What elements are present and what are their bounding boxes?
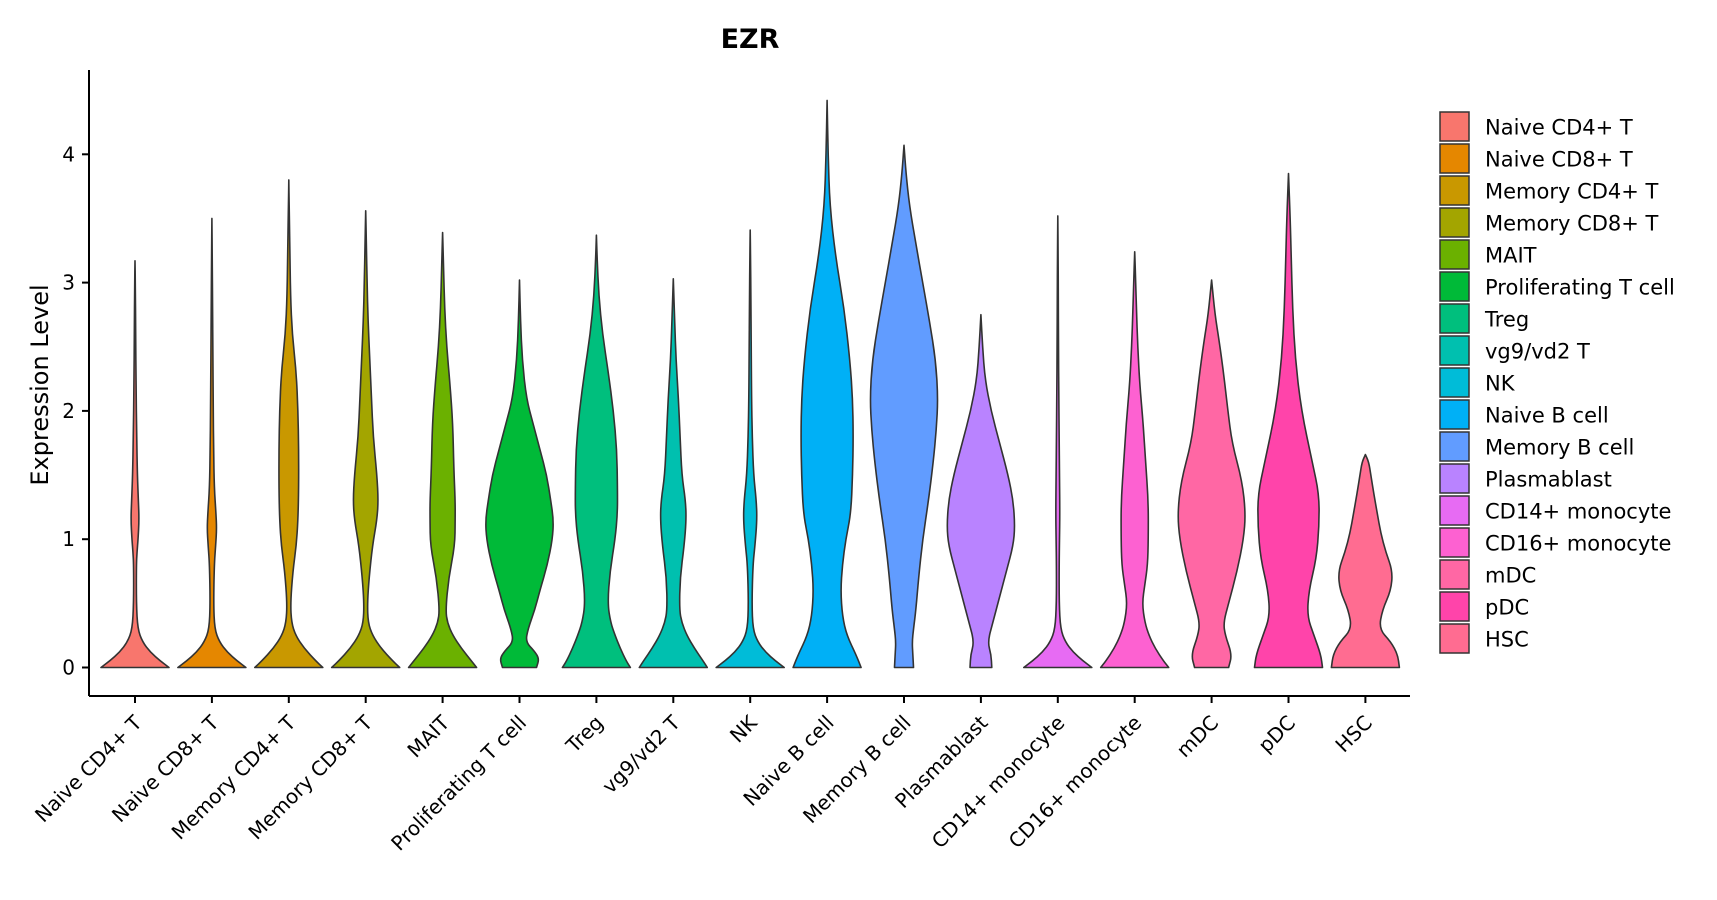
x-tick-label: CD14+ monocyte — [927, 711, 1070, 854]
legend-key — [1439, 591, 1470, 622]
y-tick-label: 3 — [62, 271, 75, 295]
legend-label: CD16+ monocyte — [1485, 532, 1671, 556]
x-tick-label: HSC — [1330, 711, 1376, 757]
violin-mdc — [1177, 279, 1246, 669]
y-axis-title: Expression Level — [26, 284, 54, 485]
legend-key — [1439, 399, 1470, 430]
legend-label: MAIT — [1485, 244, 1537, 268]
x-tick-label: Treg — [561, 711, 608, 758]
legend-key — [1439, 335, 1470, 366]
legend-key — [1439, 271, 1470, 302]
legend-label: Naive CD4+ T — [1485, 116, 1633, 140]
legend-label: pDC — [1485, 596, 1529, 620]
y-tick-label: 2 — [62, 399, 75, 423]
x-tick-label: pDC — [1253, 711, 1300, 758]
legend-label: Naive B cell — [1485, 404, 1609, 428]
legend-key — [1439, 463, 1470, 494]
x-tick-label: MAIT — [402, 710, 454, 762]
legend-label: Memory CD4+ T — [1485, 180, 1659, 204]
x-tick-label: Proliferating T cell — [386, 711, 531, 856]
x-tick-label: NK — [725, 710, 762, 747]
legend-label: CD14+ monocyte — [1485, 500, 1671, 524]
y-tick-label: 0 — [62, 656, 75, 680]
legend-key — [1439, 527, 1470, 558]
legend-key — [1439, 143, 1470, 174]
violin-plasmablast — [946, 313, 1016, 669]
violin-proliferating-t-cell — [485, 279, 554, 669]
legend-key — [1439, 495, 1470, 526]
legend-key — [1439, 207, 1470, 238]
legend-key — [1439, 175, 1470, 206]
violin-cd16-monocyte — [1099, 251, 1170, 669]
legend-label: Treg — [1484, 308, 1529, 332]
legend: Naive CD4+ T Naive CD8+ T Memory CD4+ T Mem… — [1439, 111, 1675, 654]
violin-naive-cd8-t — [177, 217, 247, 669]
legend-label: NK — [1485, 372, 1516, 396]
legend-label: Memory CD8+ T — [1485, 212, 1659, 236]
x-tick-label: CD16+ monocyte — [1004, 711, 1147, 854]
violin-naive-b-cell — [792, 99, 862, 669]
legend-key — [1439, 431, 1470, 462]
legend-key — [1439, 111, 1470, 142]
legend-label: Plasmablast — [1485, 468, 1612, 492]
legend-label: mDC — [1485, 564, 1536, 588]
legend-key — [1439, 559, 1470, 590]
legend-key — [1439, 239, 1470, 270]
x-tick-label: mDC — [1172, 711, 1224, 763]
legend-label: Naive CD8+ T — [1485, 148, 1633, 172]
y-tick-label: 1 — [62, 527, 75, 551]
legend-key — [1439, 623, 1470, 654]
violin-memory-cd8-t — [330, 209, 401, 669]
violin-mait — [407, 231, 478, 669]
violin-nk — [715, 229, 785, 669]
violin-hsc — [1330, 453, 1401, 669]
legend-key — [1439, 303, 1470, 334]
violin-treg — [561, 234, 632, 669]
chart-title: EZR — [721, 24, 780, 55]
legend-label: Proliferating T cell — [1485, 276, 1675, 300]
violin-memory-cd4-t — [254, 179, 324, 669]
x-tick-label: vg9/vd2 T — [597, 710, 685, 798]
violin-naive-cd4-t — [100, 259, 170, 669]
legend-label: Memory B cell — [1485, 436, 1634, 460]
violin-pdc — [1253, 172, 1324, 669]
violin-memory-b-cell — [869, 144, 939, 669]
legend-label: vg9/vd2 T — [1485, 340, 1590, 364]
legend-key — [1439, 367, 1470, 398]
legend-label: HSC — [1485, 628, 1529, 652]
violin-vg9-vd2-t — [638, 277, 709, 669]
y-tick-label: 4 — [62, 142, 75, 166]
violin-cd14-monocyte — [1023, 215, 1093, 669]
